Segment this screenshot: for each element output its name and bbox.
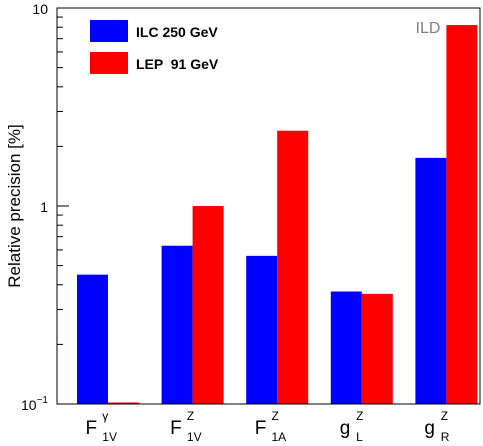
y-tick-label: 10−1: [21, 395, 48, 413]
x-tick-label: FZ 1V: [170, 409, 201, 444]
svg-text:1V: 1V: [102, 430, 117, 444]
svg-text:F: F: [85, 418, 97, 439]
bar-lep-3: [361, 293, 393, 404]
svg-text:Z: Z: [356, 409, 363, 423]
x-tick-label: gZL: [340, 409, 364, 444]
y-tick-label: 1: [40, 199, 48, 215]
x-tick-label: gZR: [424, 409, 449, 444]
y-tick-label: 10: [32, 1, 48, 17]
bar-ilc-0: [77, 274, 108, 404]
svg-text:Z: Z: [187, 409, 194, 423]
svg-text:g: g: [424, 418, 435, 439]
bar-ilc-4: [415, 157, 447, 404]
x-tick-label: FZ 1A: [255, 409, 286, 444]
svg-text:Z: Z: [441, 409, 448, 423]
watermark-label: ILD: [416, 20, 441, 37]
bar-lep-2: [277, 130, 309, 404]
bar-lep-1: [192, 206, 224, 404]
bar-ilc-3: [330, 291, 362, 404]
svg-text:1V: 1V: [187, 430, 202, 444]
svg-text:F: F: [170, 418, 182, 439]
y-axis-label: Relative precision [%]: [5, 124, 24, 287]
svg-text:1A: 1A: [272, 430, 287, 444]
svg-text:Z: Z: [272, 409, 279, 423]
bar-lep-4: [446, 25, 478, 405]
bar-lep-0: [108, 402, 139, 404]
x-tick-label: Fγ 1V: [85, 409, 116, 444]
legend-label-ilc: ILC 250 GeV: [136, 24, 218, 40]
svg-text:L: L: [356, 430, 363, 444]
legend-label-lep: LEP 91 GeV: [136, 56, 219, 72]
legend: ILC 250 GeV LEP 91 GeV: [90, 20, 219, 74]
svg-text:F: F: [255, 418, 267, 439]
y-axis-ticks: 10−1 1 10: [21, 1, 69, 413]
bar-ilc-1: [161, 245, 193, 404]
svg-text:R: R: [441, 430, 450, 444]
svg-text:g: g: [340, 418, 351, 439]
bars-group: [77, 25, 478, 405]
legend-swatch-ilc: [90, 20, 128, 42]
svg-text:γ: γ: [102, 409, 108, 423]
legend-swatch-lep: [90, 52, 128, 74]
bar-ilc-2: [246, 255, 278, 404]
